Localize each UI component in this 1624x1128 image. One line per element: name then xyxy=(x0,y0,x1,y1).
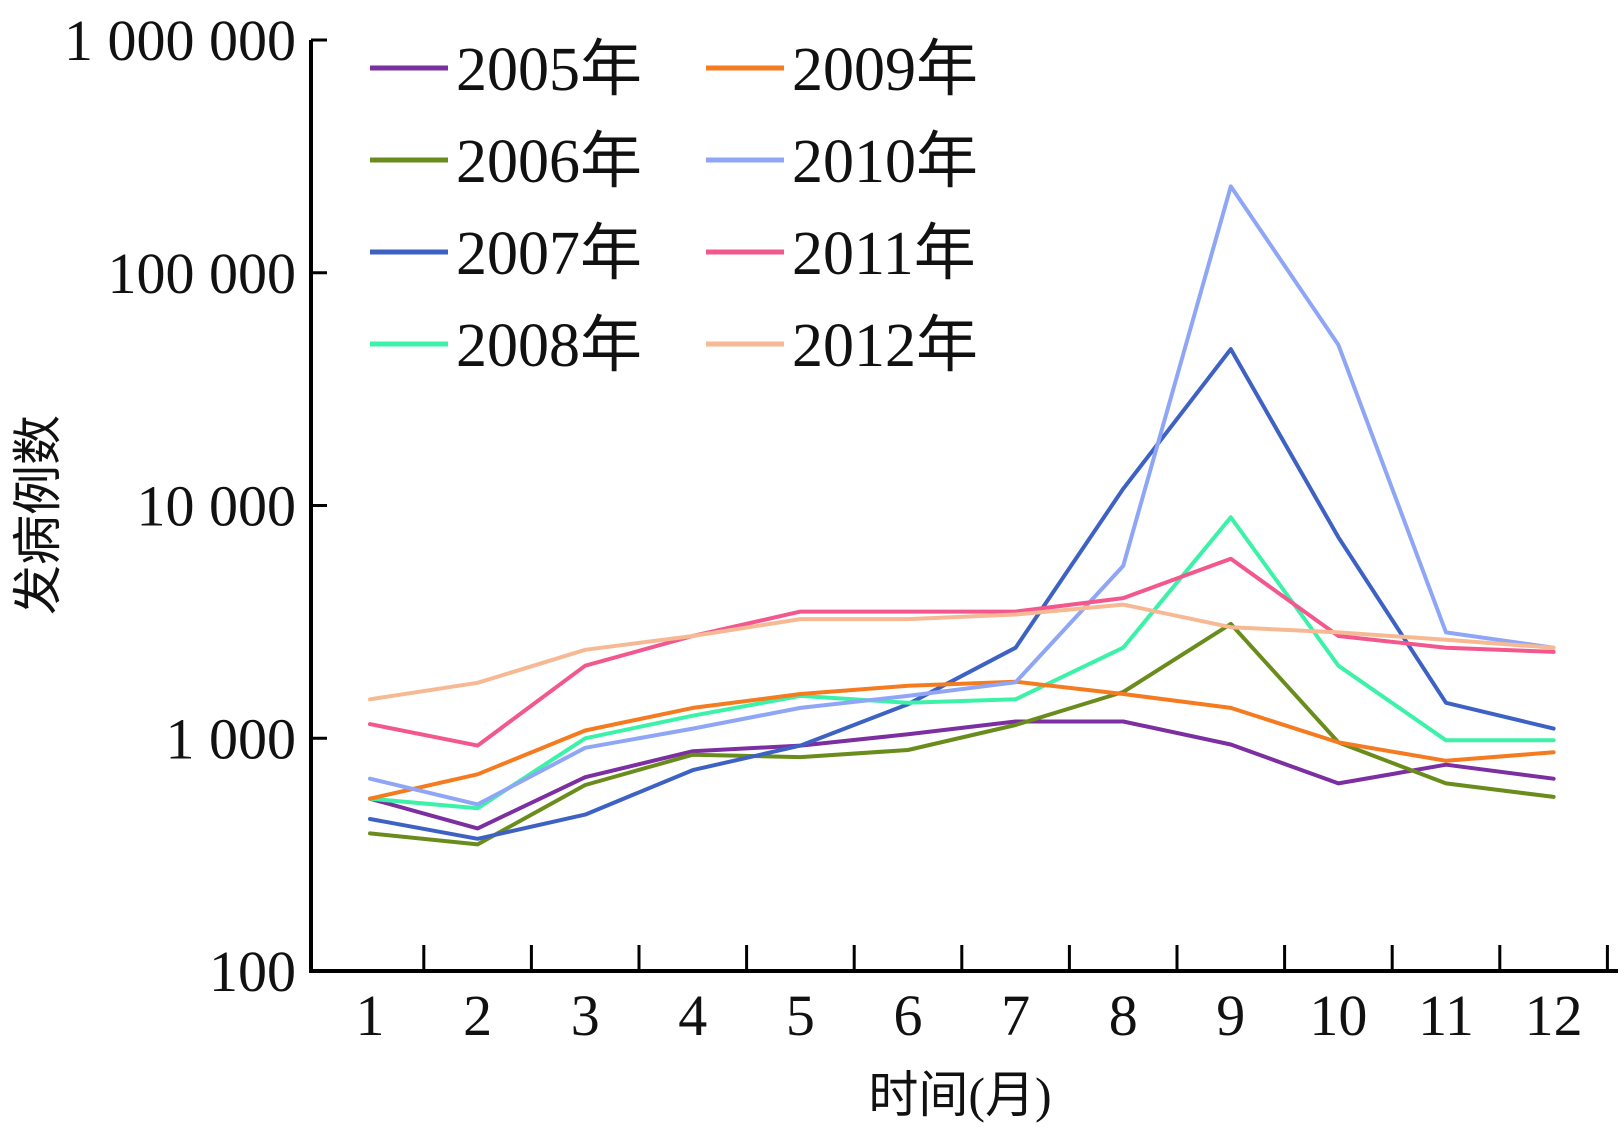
x-ticks: 1 2 3 4 5 6 7 8 9 10 11 12 xyxy=(356,945,1609,1048)
legend-label: 2011年 xyxy=(792,220,976,288)
y-tick-label: 100 000 xyxy=(108,241,297,306)
x-tick-label: 2 xyxy=(463,983,492,1048)
legend-item: 2009年 xyxy=(706,36,978,104)
y-ticks: 100 1 000 10 000 100 000 1 000 000 xyxy=(64,8,327,1004)
legend-label: 2005年 xyxy=(456,36,642,104)
legend-label: 2012年 xyxy=(792,312,978,380)
legend-label: 2010年 xyxy=(792,128,978,196)
x-tick-label: 11 xyxy=(1418,983,1474,1048)
series-line-2006 xyxy=(368,621,1556,847)
x-axis-title: 时间(月) xyxy=(868,1067,1051,1123)
legend-item: 2010年 xyxy=(706,128,978,196)
legend-item: 2007年 xyxy=(370,220,642,288)
x-tick-label: 4 xyxy=(678,983,707,1048)
y-tick-label: 1 000 xyxy=(166,706,297,771)
legend: 2005年 2006年 2007年 2008年 2009年 2010年 2011年 2012年 xyxy=(370,36,978,380)
series-line-2012 xyxy=(368,602,1556,702)
x-tick-label: 9 xyxy=(1216,983,1245,1048)
series-line-2009 xyxy=(368,679,1556,801)
y-tick-label: 1 000 000 xyxy=(64,8,296,73)
legend-item: 2011年 xyxy=(706,220,976,288)
x-tick-label: 7 xyxy=(1001,983,1030,1048)
series-line-2011 xyxy=(368,556,1556,748)
x-tick-label: 3 xyxy=(571,983,600,1048)
legend-label: 2009年 xyxy=(792,36,978,104)
legend-label: 2008年 xyxy=(456,312,642,380)
series-line-2007 xyxy=(368,347,1556,841)
legend-label: 2007年 xyxy=(456,220,642,288)
y-tick-label: 10 000 xyxy=(137,474,297,539)
legend-item: 2012年 xyxy=(706,312,978,380)
series-line-2005 xyxy=(368,719,1556,831)
x-tick-label: 1 xyxy=(356,983,385,1048)
x-tick-label: 5 xyxy=(786,983,815,1048)
x-tick-label: 10 xyxy=(1309,983,1367,1048)
legend-item: 2008年 xyxy=(370,312,642,380)
series-lines xyxy=(368,184,1556,847)
legend-item: 2005年 xyxy=(370,36,642,104)
x-tick-label: 8 xyxy=(1109,983,1138,1048)
series-line-2010 xyxy=(368,184,1556,807)
x-tick-label: 12 xyxy=(1525,983,1583,1048)
y-tick-label: 100 xyxy=(209,939,296,1004)
series-line-2008 xyxy=(368,515,1556,811)
x-tick-label: 6 xyxy=(894,983,923,1048)
legend-item: 2006年 xyxy=(370,128,642,196)
y-axis-title: 发病例数 xyxy=(10,415,66,615)
legend-label: 2006年 xyxy=(456,128,642,196)
